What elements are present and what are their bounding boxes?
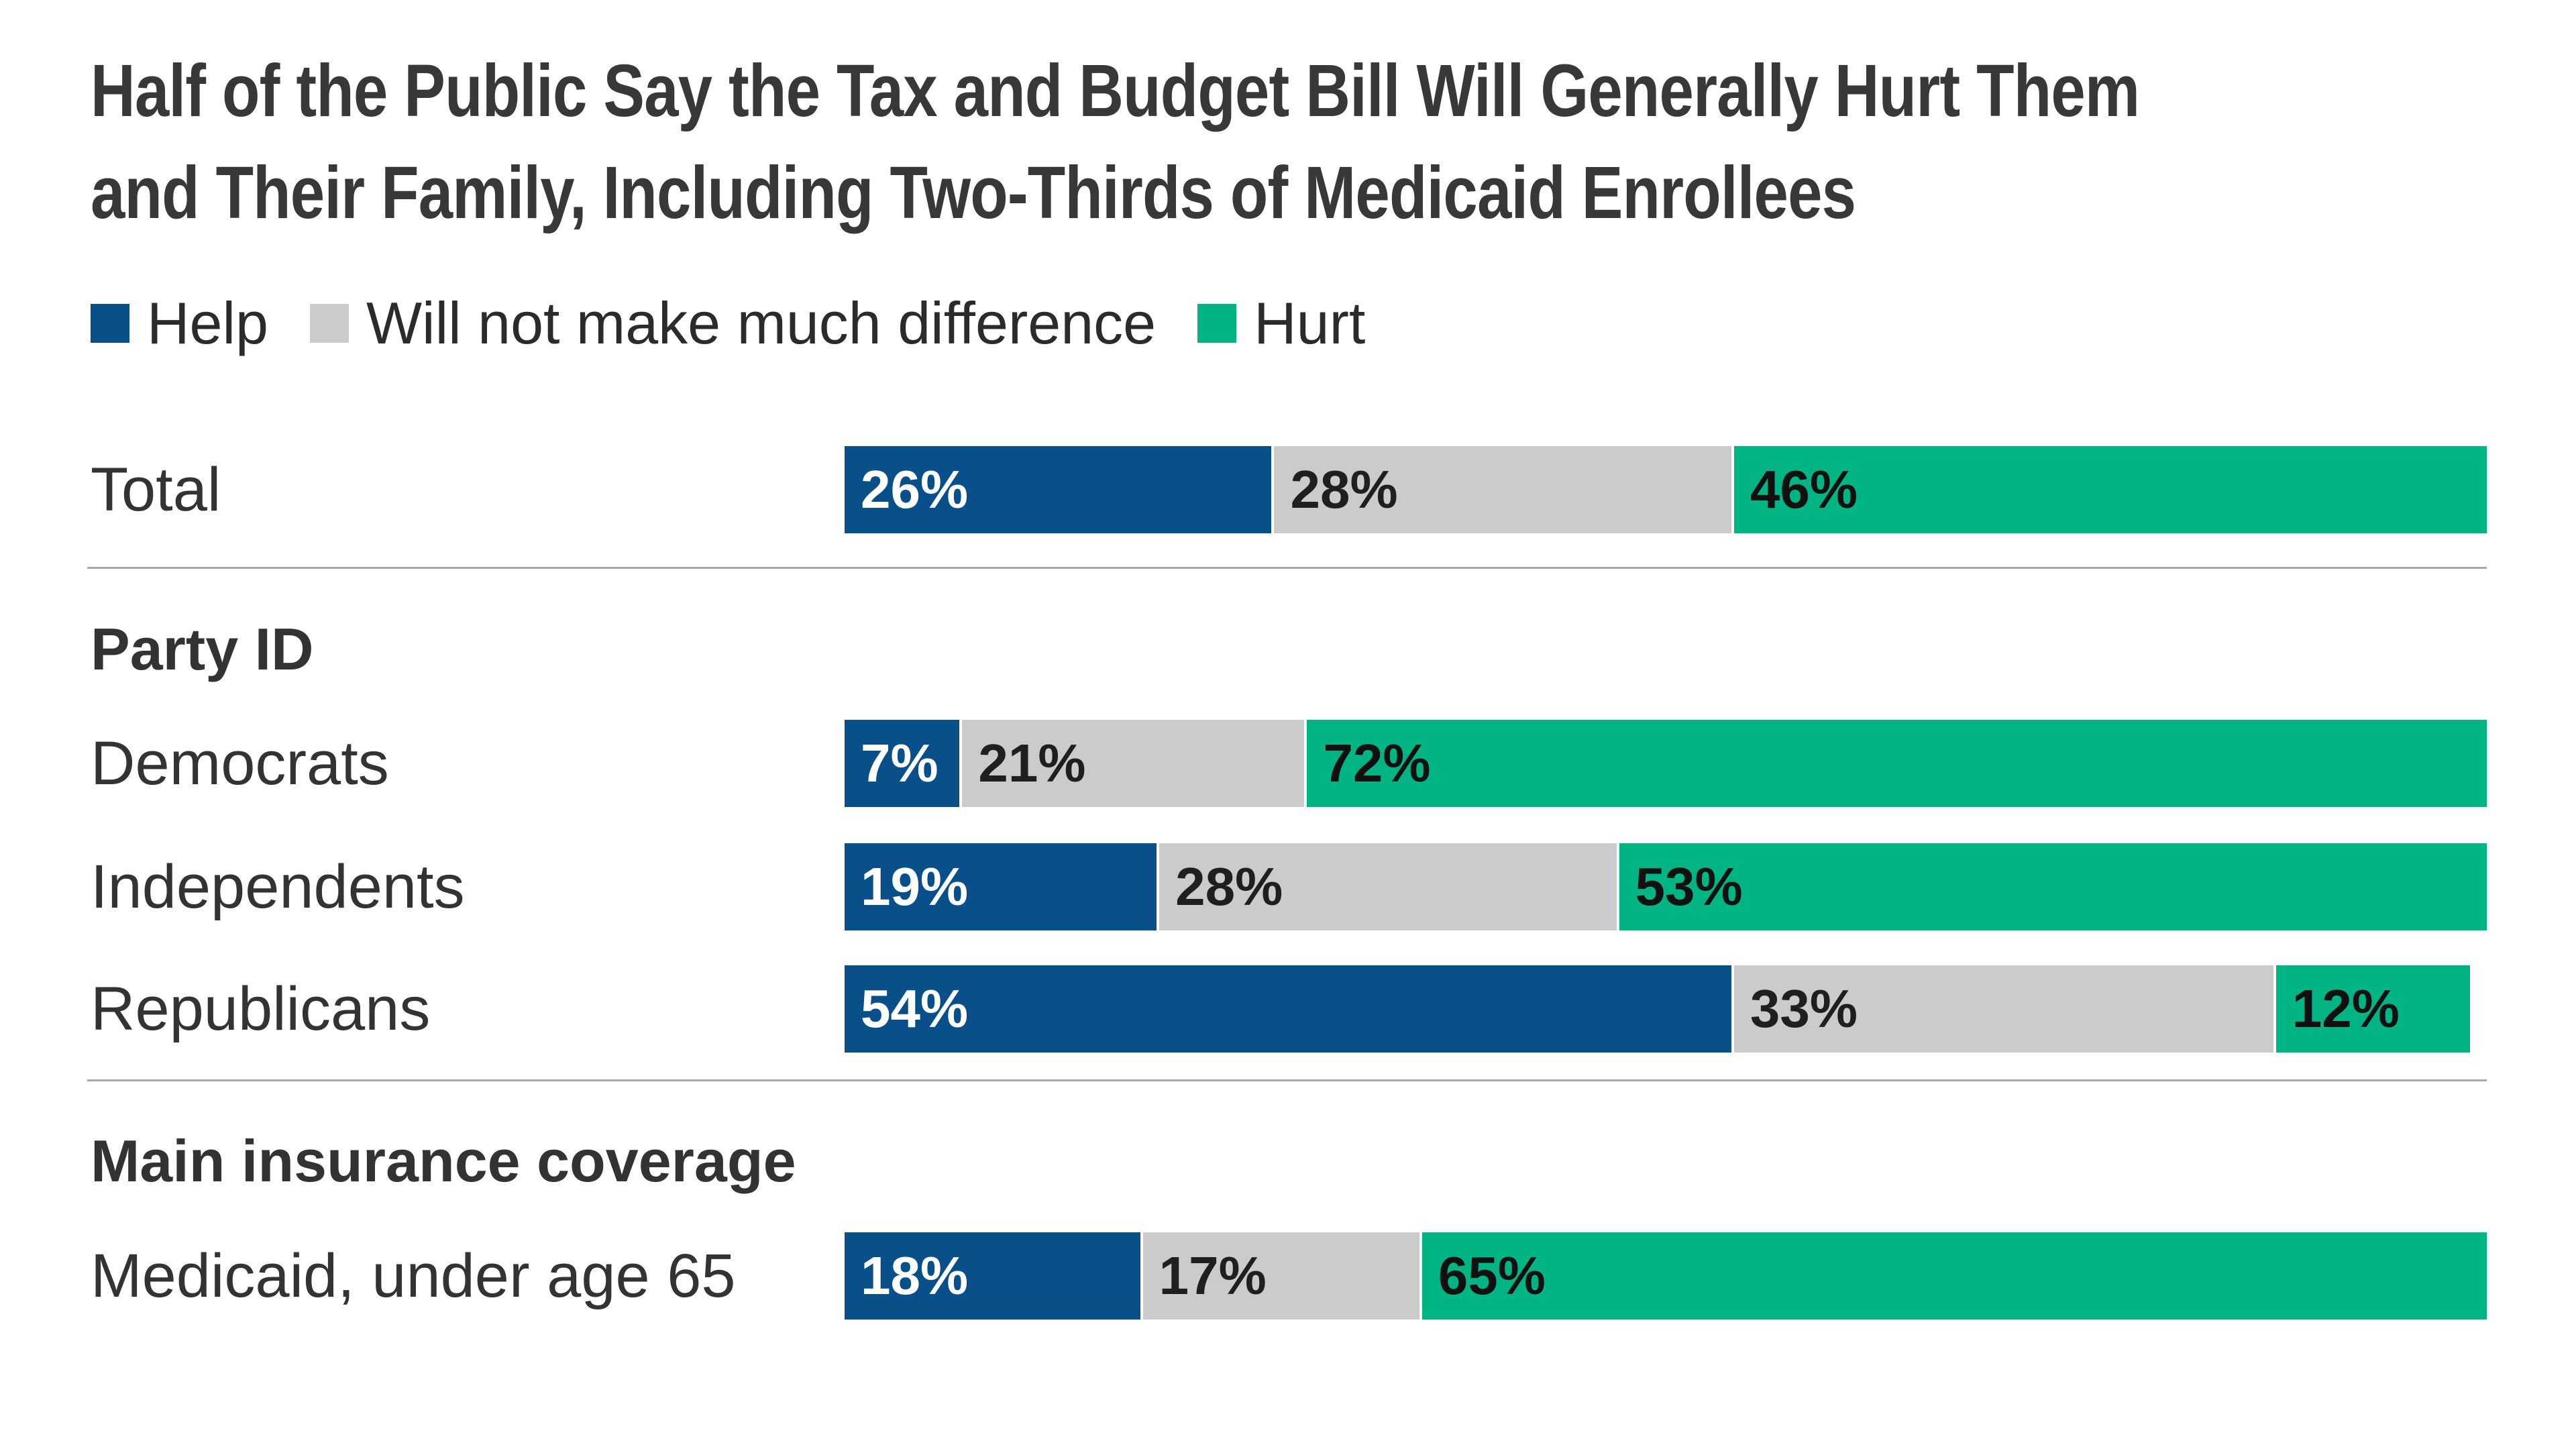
bar-segment-hurt: 46% bbox=[1731, 446, 2487, 533]
section-header-party-id: Party ID bbox=[91, 616, 314, 682]
stacked-bar-independents: 19% 28% 53% bbox=[845, 843, 2487, 930]
bar-value-label: 28% bbox=[1175, 857, 1283, 916]
bar-value-label: 46% bbox=[1750, 460, 1858, 519]
bar-segment-hurt: 12% bbox=[2273, 965, 2471, 1053]
bar-segment-neutral: 28% bbox=[1271, 446, 1731, 533]
chart-title-line2: and Their Family, Including Two-Thirds o… bbox=[91, 152, 1856, 234]
bar-segment-neutral: 33% bbox=[1731, 965, 2273, 1053]
row-label-independents: Independents bbox=[91, 853, 465, 921]
bar-segment-neutral: 21% bbox=[959, 720, 1305, 807]
bar-value-label: 12% bbox=[2292, 979, 2400, 1038]
bar-segment-hurt: 65% bbox=[1419, 1232, 2487, 1320]
stacked-bar-total: 26% 28% 46% bbox=[845, 446, 2487, 533]
help-swatch-icon bbox=[91, 304, 129, 343]
bar-value-label: 21% bbox=[978, 733, 1086, 793]
legend: Help Will not make much difference Hurt bbox=[91, 290, 1366, 356]
section-divider bbox=[87, 567, 2487, 569]
bar-segment-help: 19% bbox=[845, 843, 1157, 930]
legend-item-neutral: Will not make much difference bbox=[309, 290, 1157, 356]
row-label-medicaid: Medicaid, under age 65 bbox=[91, 1242, 736, 1310]
legend-label-neutral: Will not make much difference bbox=[366, 290, 1157, 356]
bar-segment-neutral: 28% bbox=[1157, 843, 1617, 930]
chart-title: Half of the Public Say the Tax and Budge… bbox=[91, 40, 2514, 244]
bar-value-label: 53% bbox=[1635, 857, 1743, 916]
bar-segment-hurt: 72% bbox=[1304, 720, 2487, 807]
stacked-bar-medicaid: 18% 17% 65% bbox=[845, 1232, 2487, 1320]
bar-value-label: 54% bbox=[861, 979, 969, 1038]
section-header-insurance: Main insurance coverage bbox=[91, 1128, 796, 1194]
chart-title-line1: Half of the Public Say the Tax and Budge… bbox=[91, 50, 2140, 132]
bar-value-label: 72% bbox=[1323, 733, 1431, 793]
legend-label-help: Help bbox=[147, 290, 268, 356]
legend-label-hurt: Hurt bbox=[1254, 290, 1366, 356]
hurt-swatch-icon bbox=[1197, 304, 1237, 343]
bar-value-label: 17% bbox=[1159, 1246, 1267, 1305]
row-label-democrats: Democrats bbox=[91, 729, 389, 798]
bar-value-label: 65% bbox=[1438, 1246, 1546, 1305]
row-label-republicans: Republicans bbox=[91, 975, 431, 1043]
bar-value-label: 28% bbox=[1290, 460, 1398, 519]
bar-segment-help: 18% bbox=[845, 1232, 1140, 1320]
bar-segment-help: 26% bbox=[845, 446, 1272, 533]
bar-segment-help: 7% bbox=[845, 720, 960, 807]
neutral-swatch-icon bbox=[309, 304, 349, 343]
stacked-bar-democrats: 7% 21% 72% bbox=[845, 720, 2487, 807]
bar-segment-neutral: 17% bbox=[1140, 1232, 1419, 1320]
bar-value-label: 7% bbox=[861, 733, 938, 793]
bar-value-label: 26% bbox=[861, 460, 969, 519]
section-divider bbox=[87, 1079, 2487, 1081]
bar-segment-hurt: 53% bbox=[1616, 843, 2487, 930]
bar-value-label: 19% bbox=[861, 857, 969, 916]
bar-value-label: 33% bbox=[1750, 979, 1858, 1038]
row-label-total: Total bbox=[91, 455, 221, 524]
legend-item-hurt: Hurt bbox=[1197, 290, 1366, 356]
bar-segment-help: 54% bbox=[845, 965, 1731, 1053]
legend-item-help: Help bbox=[91, 290, 268, 356]
bar-value-label: 18% bbox=[861, 1246, 969, 1305]
stacked-bar-republicans: 54% 33% 12% bbox=[845, 965, 2487, 1053]
